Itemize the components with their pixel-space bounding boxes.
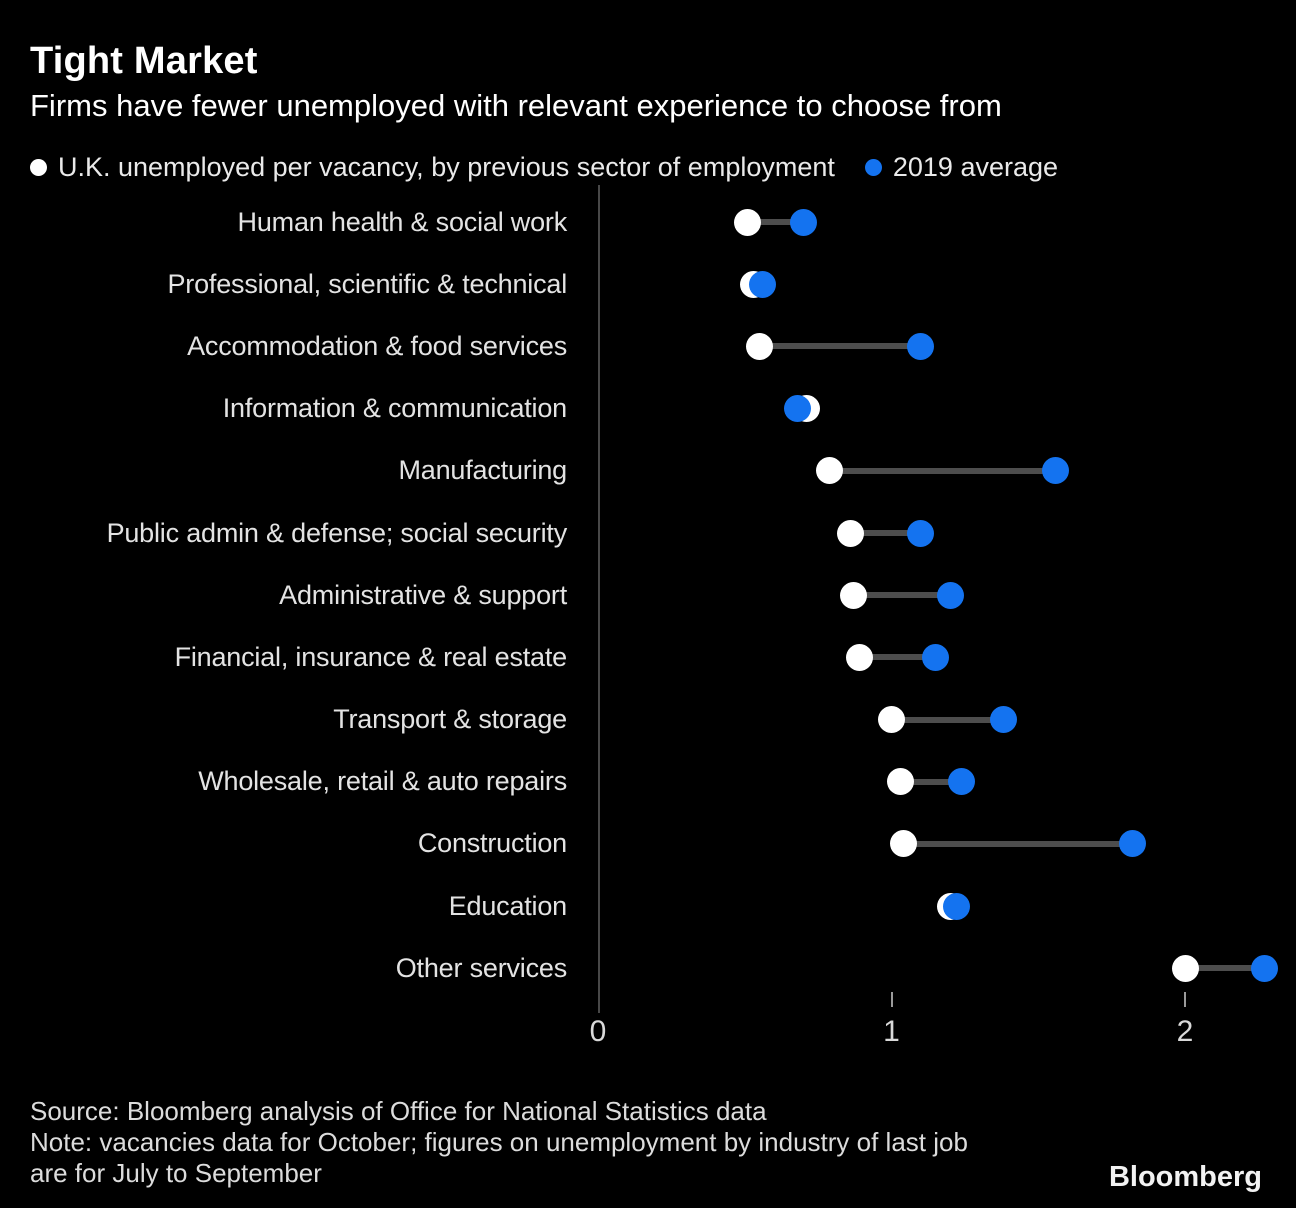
row-plot [598, 626, 1296, 688]
average-dot [789, 208, 817, 236]
bloomberg-logo: Bloomberg [1108, 1161, 1262, 1193]
legend-item-current: U.K. unemployed per vacancy, by previous… [30, 152, 835, 183]
connector-line [850, 530, 921, 537]
chart-row: Accommodation & food services [0, 315, 1296, 377]
average-dot [907, 332, 935, 360]
average-dot [1250, 954, 1278, 982]
chart-row: Construction [0, 813, 1296, 875]
category-label: Information & communication [222, 393, 567, 424]
chart-row: Manufacturing [0, 440, 1296, 502]
row-plot [598, 502, 1296, 564]
category-label: Manufacturing [398, 455, 568, 486]
note-line-1: Note: vacancies data for October; figure… [30, 1127, 968, 1157]
current-dot [734, 208, 762, 236]
row-plot [598, 937, 1296, 999]
legend-item-average: 2019 average [864, 152, 1059, 183]
chart-legend: U.K. unemployed per vacancy, by previous… [30, 152, 1058, 183]
row-plot [598, 689, 1296, 751]
x-tick-label: 1 [883, 1015, 900, 1048]
row-plot [598, 875, 1296, 937]
current-dot [889, 830, 917, 858]
row-plot [598, 253, 1296, 315]
row-plot [598, 564, 1296, 626]
current-dot [745, 332, 773, 360]
average-series-dot-icon [864, 159, 882, 176]
x-tick-label: 2 [1176, 1015, 1194, 1048]
chart-row: Financial, insurance & real estate [0, 626, 1296, 688]
chart-row: Human health & social work [0, 191, 1296, 253]
connector-line [903, 840, 1133, 847]
connector-line [1185, 965, 1265, 972]
connector-line [859, 654, 936, 661]
connector-line [747, 219, 804, 226]
category-label: Professional, scientific & technical [167, 268, 568, 299]
current-dot [878, 706, 905, 734]
current-dot [1171, 954, 1199, 982]
page-title: Tight Market [30, 40, 258, 82]
dumbbell-chart: Human health & social work Professional, … [0, 185, 1296, 1071]
average-dot [784, 395, 812, 423]
category-label: Wholesale, retail & auto repairs [198, 766, 567, 797]
category-label: Other services [395, 952, 567, 983]
x-tick-label: 0 [589, 1015, 607, 1048]
average-dot [1042, 457, 1070, 485]
row-plot [598, 440, 1296, 502]
y-axis-line [598, 185, 600, 1013]
average-dot [907, 519, 935, 547]
category-label: Education [448, 890, 567, 921]
connector-line [900, 778, 962, 785]
row-plot [598, 191, 1296, 253]
page-subtitle: Firms have fewer unemployed with relevan… [30, 88, 1002, 123]
current-series-dot-icon [30, 159, 47, 176]
row-plot [598, 813, 1296, 875]
average-dot [942, 892, 970, 920]
category-label: Human health & social work [237, 206, 568, 237]
source-line: Source: Bloomberg analysis of Office for… [30, 1096, 767, 1126]
category-label: Public admin & defense; social security [106, 517, 568, 548]
category-label: Transport & storage [333, 704, 567, 735]
current-dot [845, 643, 873, 671]
x-tick-mark [890, 992, 893, 1007]
chart-row: Transport & storage [0, 689, 1296, 751]
chart-row: Information & communication [0, 378, 1296, 440]
average-dot [748, 270, 776, 298]
connector-line [829, 467, 1056, 474]
current-dot [836, 519, 864, 547]
average-dot [948, 768, 976, 796]
chart-row: Public admin & defense; social security [0, 502, 1296, 564]
category-label: Financial, insurance & real estate [174, 641, 568, 672]
current-dot [886, 768, 914, 796]
category-label: Accommodation & food services [187, 330, 567, 361]
category-label: Administrative & support [279, 579, 567, 610]
row-plot [598, 751, 1296, 813]
connector-line [759, 343, 921, 350]
average-dot [1118, 830, 1146, 858]
chart-row: Education [0, 875, 1296, 937]
note-line-2: are for July to September [30, 1158, 322, 1188]
chart-row: Professional, scientific & technical [0, 253, 1296, 315]
row-plot [598, 378, 1296, 440]
row-plot [598, 315, 1296, 377]
chart-row: Other services [0, 937, 1296, 999]
chart-rows: Human health & social work Professional, … [0, 191, 1296, 999]
current-dot [816, 457, 844, 485]
connector-line [891, 716, 1004, 723]
connector-line [853, 592, 951, 599]
footer-notes: Source: Bloomberg analysis of Office for… [30, 1096, 968, 1189]
category-label: Construction [417, 828, 567, 859]
average-dot [989, 706, 1017, 734]
legend-label-average: 2019 average [892, 152, 1059, 182]
legend-label-current: U.K. unemployed per vacancy, by previous… [58, 152, 835, 182]
current-dot [839, 581, 867, 609]
average-dot [936, 581, 964, 609]
chart-row: Administrative & support [0, 564, 1296, 626]
average-dot [922, 643, 950, 671]
x-tick-mark [1184, 992, 1186, 1007]
chart-row: Wholesale, retail & auto repairs [0, 751, 1296, 813]
